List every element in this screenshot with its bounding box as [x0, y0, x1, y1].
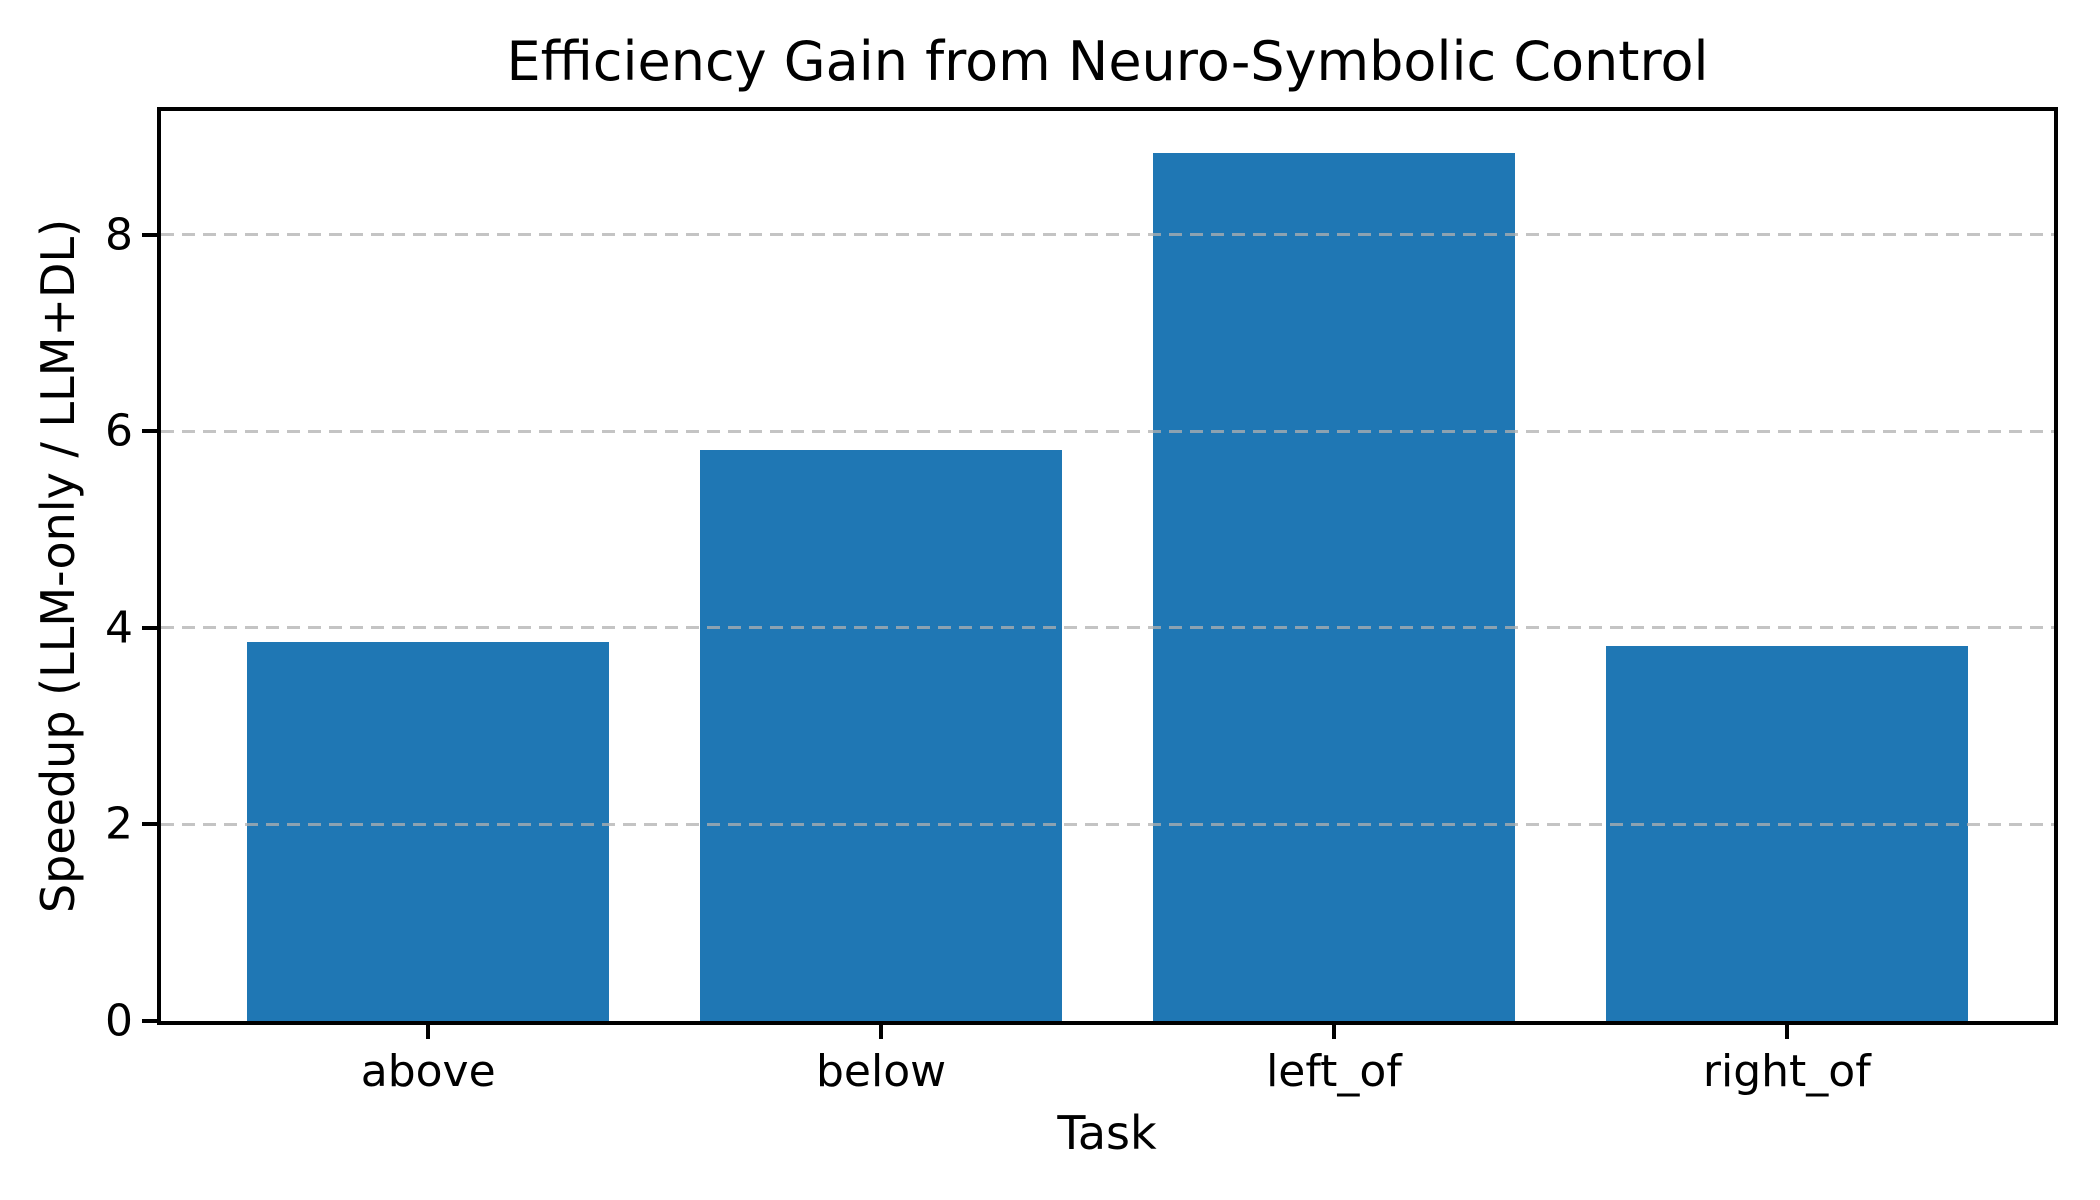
gridline-y4: [161, 626, 2054, 630]
plot-area: [157, 107, 2058, 1025]
y-tick: [142, 822, 157, 827]
y-tick: [142, 625, 157, 630]
y-tick: [142, 1019, 157, 1023]
y-tick: [142, 429, 157, 434]
y-tick-label: 8: [105, 209, 133, 261]
x-tick: [1331, 1024, 1336, 1039]
x-tick-label: right_of: [1702, 1046, 1871, 1097]
bar-below: [699, 450, 1063, 1021]
bar-above: [247, 641, 610, 1021]
x-tick-label: left_of: [1266, 1046, 1402, 1097]
x-axis-label: Task: [1057, 1106, 1157, 1160]
y-tick: [142, 232, 157, 237]
bar-right_of: [1605, 645, 1968, 1021]
x-tick-label: above: [360, 1046, 496, 1097]
chart-title: Efficiency Gain from Neuro-Symbolic Cont…: [506, 30, 1709, 93]
gridline-y6: [161, 429, 2054, 433]
y-tick-label: 2: [105, 798, 133, 850]
gridline-y8: [161, 233, 2054, 237]
x-tick: [879, 1024, 884, 1039]
y-tick-label: 6: [105, 405, 133, 457]
y-tick-label: 0: [105, 995, 133, 1047]
y-tick-label: 4: [105, 602, 133, 654]
x-tick: [1784, 1024, 1789, 1039]
x-tick: [426, 1024, 431, 1039]
bar-left_of: [1152, 153, 1516, 1021]
x-tick-label: below: [815, 1046, 947, 1097]
gridline-y2: [161, 822, 2054, 826]
